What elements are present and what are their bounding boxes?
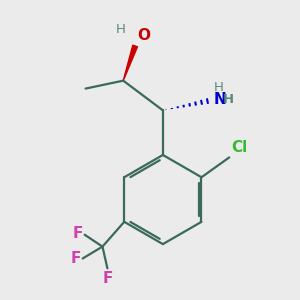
Text: N: N: [213, 92, 226, 107]
Text: Cl: Cl: [231, 140, 248, 155]
Polygon shape: [123, 45, 137, 81]
Text: H: H: [116, 23, 125, 36]
Text: H: H: [222, 93, 233, 106]
Text: F: F: [102, 272, 112, 286]
Text: F: F: [70, 251, 81, 266]
Text: F: F: [72, 226, 83, 241]
Text: H: H: [213, 81, 223, 94]
Text: O: O: [137, 28, 150, 43]
